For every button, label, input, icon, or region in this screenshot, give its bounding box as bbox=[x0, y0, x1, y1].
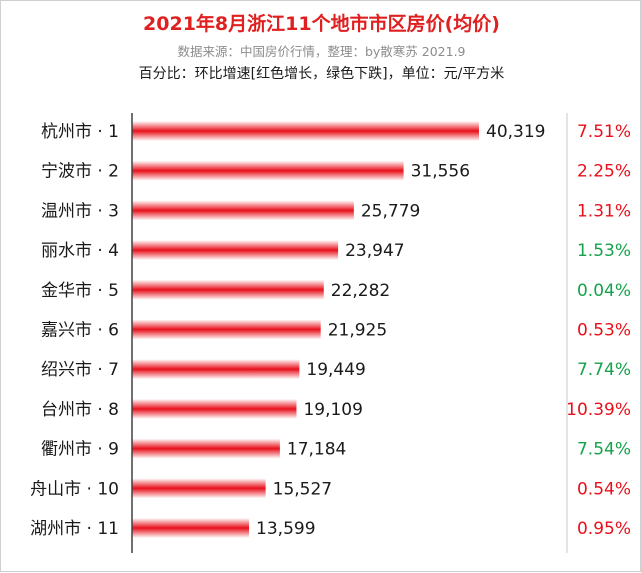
bar bbox=[132, 279, 324, 300]
category-label: 金华市 · 5 bbox=[41, 281, 119, 301]
bar bbox=[132, 398, 297, 419]
growth-label: 10.39% bbox=[566, 400, 631, 420]
bar bbox=[132, 438, 280, 459]
category-label: 湖州市 · 11 bbox=[30, 519, 119, 539]
bar bbox=[132, 319, 321, 340]
value-label: 25,779 bbox=[361, 201, 420, 221]
growth-label: 7.74% bbox=[577, 360, 631, 380]
growth-label: 1.31% bbox=[577, 201, 631, 221]
chart-subtitle: 数据来源：中国房价行情，整理：by散寒苏 2021.9 bbox=[177, 44, 466, 59]
bar bbox=[132, 240, 339, 261]
value-label: 40,319 bbox=[486, 122, 545, 142]
value-label: 19,109 bbox=[303, 400, 362, 420]
growth-label: 0.95% bbox=[577, 519, 631, 539]
bar bbox=[132, 478, 266, 499]
value-label: 17,184 bbox=[287, 440, 346, 460]
value-label: 23,947 bbox=[345, 241, 404, 261]
category-label: 温州市 · 3 bbox=[41, 201, 119, 221]
value-label: 15,527 bbox=[273, 479, 332, 499]
category-label: 舟山市 · 10 bbox=[30, 479, 119, 499]
chart-note: 百分比：环比增速[红色增长，绿色下跌]，单位：元/平方米 bbox=[138, 66, 505, 82]
category-label: 绍兴市 · 7 bbox=[41, 360, 119, 380]
category-label: 台州市 · 8 bbox=[41, 400, 119, 420]
category-label: 丽水市 · 4 bbox=[41, 241, 119, 261]
bar bbox=[132, 518, 250, 538]
bar bbox=[132, 359, 300, 380]
value-label: 19,449 bbox=[306, 360, 365, 380]
growth-label: 0.54% bbox=[577, 479, 631, 499]
category-label: 宁波市 · 2 bbox=[41, 162, 119, 182]
bar bbox=[132, 121, 479, 141]
category-label: 衢州市 · 9 bbox=[41, 439, 119, 460]
value-label: 21,925 bbox=[328, 321, 387, 341]
growth-label: 2.25% bbox=[577, 162, 631, 182]
category-label: 嘉兴市 · 6 bbox=[41, 321, 119, 341]
growth-label: 1.53% bbox=[577, 241, 631, 261]
growth-label: 0.53% bbox=[577, 321, 631, 341]
value-label: 13,599 bbox=[256, 519, 315, 539]
bar bbox=[132, 200, 354, 221]
bar bbox=[132, 160, 404, 181]
category-label: 杭州市 · 1 bbox=[41, 122, 119, 142]
value-label: 22,282 bbox=[331, 281, 390, 301]
growth-label: 7.51% bbox=[577, 122, 631, 142]
value-label: 31,556 bbox=[411, 162, 470, 182]
growth-label: 0.04% bbox=[577, 281, 631, 301]
chart-title: 2021年8月浙江11个地市市区房价(均价) bbox=[143, 13, 500, 35]
growth-label: 7.54% bbox=[577, 440, 631, 460]
